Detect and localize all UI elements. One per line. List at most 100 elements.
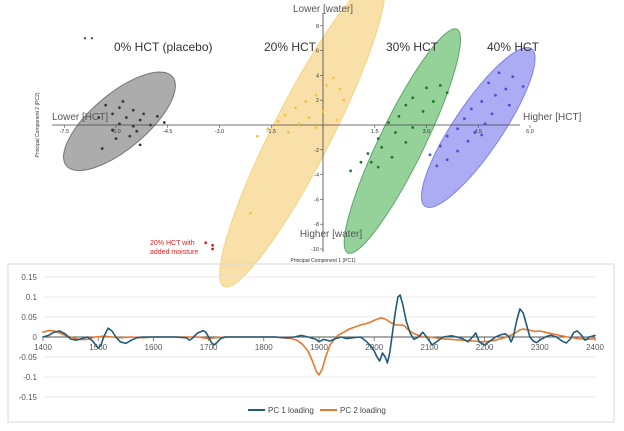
legend-label-pc2: PC 2 loading	[340, 406, 386, 415]
score-point-group-2	[404, 103, 408, 107]
score-point-group-1	[283, 113, 287, 117]
score-point-group-3	[435, 164, 439, 168]
series-line-pc1	[42, 294, 596, 364]
pc1-tick-label: -6.0	[111, 129, 120, 135]
pc2-tick-label: -8	[314, 222, 319, 228]
loadings-x-ticks: 1400 1500 1600 1700 1800 1900 2000 2100 2200 2300…	[34, 337, 604, 352]
score-point-group-1	[256, 134, 259, 138]
score-point-group-2	[387, 121, 390, 124]
x-tick-label: 2200	[476, 343, 494, 352]
score-point-group-0	[97, 116, 101, 119]
loadings-y-ticks: 0.15 0.1 0.05 0 -0.05 -0.1 -0.15	[19, 273, 38, 402]
pc1-tick-label: -7.5	[60, 129, 69, 135]
pc2-tick-label: 6	[316, 49, 319, 55]
score-point-group-2	[359, 160, 363, 164]
score-point-group-0	[135, 129, 139, 133]
score-point-group-2	[445, 91, 449, 95]
pc1-tick-label: 4.5	[474, 129, 482, 135]
score-point-group-0	[124, 116, 128, 119]
score-point-group-2	[411, 96, 415, 100]
y-tick-label: 0.15	[21, 273, 37, 282]
score-point-group-2	[394, 131, 397, 134]
score-point-group-3	[504, 87, 508, 91]
score-point-group-0	[118, 122, 121, 126]
y-tick-label: 0.1	[26, 293, 38, 302]
score-point-group-3	[466, 139, 470, 143]
pc1-tick-label: -3.0	[215, 129, 224, 135]
score-point-group-0	[111, 112, 114, 116]
score-point-group-3	[480, 133, 484, 137]
x-tick-label: 1700	[200, 343, 218, 352]
x-tick-label: 1800	[255, 343, 273, 352]
x-tick-label: 2400	[586, 343, 604, 352]
score-point-group-3	[456, 149, 459, 153]
score-point-group-0	[121, 100, 125, 103]
pc2-tick-label: -2	[314, 148, 319, 154]
series-line-pc2	[42, 317, 596, 376]
x-tick-label: 2100	[421, 343, 439, 352]
score-point-group-4	[204, 241, 208, 245]
axis-top-label: Lower [water]	[293, 4, 353, 15]
pc2-tick-label: -6	[314, 197, 319, 203]
score-point-group-3	[511, 75, 515, 79]
score-point-group-0	[138, 118, 142, 122]
score-point-group-2	[376, 165, 380, 169]
score-point-group-3	[445, 134, 449, 138]
score-point-group-1	[331, 76, 335, 80]
score-point-group-2	[380, 145, 384, 149]
score-point-group-3	[428, 153, 432, 157]
score-point-group-1	[266, 127, 270, 131]
score-point-group-2	[404, 140, 408, 144]
score-point-group-2	[421, 109, 425, 113]
group-ellipse-2	[343, 28, 462, 254]
x-tick-label: 2300	[531, 343, 549, 352]
score-point-group-2	[411, 126, 415, 129]
score-point-group-2	[390, 155, 394, 159]
score-point-group-2	[369, 160, 373, 164]
x-axis-title: Principal Component 1 (PC1)	[290, 258, 355, 264]
axis-left-label: Lower [HCT]	[52, 112, 108, 123]
pc1-tick-label: -4.5	[163, 129, 172, 135]
score-point-group-1	[325, 83, 328, 87]
score-point-group-2	[425, 86, 428, 90]
loadings-legend: PC 1 loading PC 2 loading	[248, 406, 386, 415]
score-point-unlabeled	[90, 37, 93, 40]
pc2-tick-label: 8	[316, 24, 319, 30]
score-point-group-0	[131, 124, 135, 128]
pca-labels: Lower [water] Higher [water] Lower [HCT]…	[35, 4, 582, 264]
score-point-group-3	[469, 107, 473, 111]
score-point-group-1	[304, 100, 308, 103]
score-point-group-0	[138, 143, 142, 147]
y-tick-label: 0.05	[21, 313, 37, 322]
score-point-group-0	[104, 103, 108, 107]
score-point-group-1	[287, 131, 290, 134]
moisture-label-line1: 20% HCT with	[150, 240, 195, 247]
score-point-group-0	[149, 123, 152, 127]
pc1-tick-label: 1.5	[371, 129, 379, 135]
score-point-group-3	[445, 158, 449, 162]
group-ellipse-1	[219, 0, 386, 288]
pca-score-plot: -7.5 -6.0 -4.5 -3.0 -1.5 1.5 3.0 4.5 6.0 8 6 4 2 -2 -4…	[35, 0, 582, 288]
loadings-series	[42, 294, 596, 376]
score-point-group-4	[211, 247, 215, 251]
score-point-group-0	[128, 134, 132, 138]
group-ellipse-0	[62, 71, 176, 172]
group-label-40pct: 40% HCT	[487, 40, 540, 54]
score-point-group-1	[276, 119, 280, 123]
y-tick-label: -0.15	[19, 393, 38, 402]
score-point-group-3	[494, 93, 497, 97]
score-point-group-3	[483, 122, 487, 126]
x-tick-label: 1600	[145, 343, 163, 352]
score-point-group-0	[131, 108, 135, 112]
moisture-label-line2: added moisture	[150, 249, 198, 256]
pc2-tick-label: -4	[314, 173, 319, 179]
y-tick-label: -0.05	[19, 353, 38, 362]
score-point-group-3	[490, 112, 494, 116]
score-point-group-3	[487, 81, 490, 85]
score-point-group-1	[249, 211, 252, 215]
score-point-group-1	[314, 126, 318, 129]
score-point-group-1	[297, 122, 301, 126]
score-point-group-0	[118, 106, 121, 110]
score-point-group-2	[438, 83, 442, 87]
score-point-group-0	[111, 128, 114, 132]
